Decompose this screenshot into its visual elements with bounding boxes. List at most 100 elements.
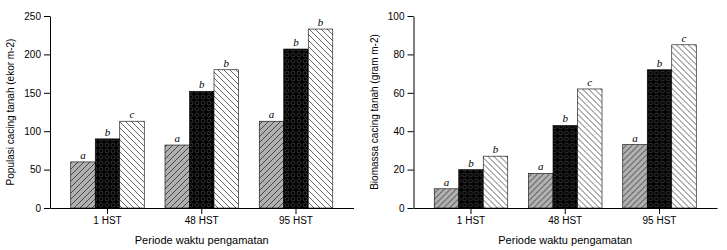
- tick: 250: [24, 11, 50, 22]
- axis-line: [414, 17, 415, 209]
- tick: 150: [24, 88, 50, 99]
- tick: 48 HST: [548, 208, 582, 226]
- letter-label: a: [444, 176, 450, 188]
- letter-label: b: [563, 112, 569, 124]
- tick-label: 95 HST: [643, 215, 677, 226]
- x-axis: 1 HST 48 HST 95 HST: [414, 208, 718, 226]
- letters: aaabbbcbb: [80, 16, 324, 161]
- tick-mark: [408, 170, 414, 171]
- bar: [553, 125, 578, 208]
- bar-series: [459, 70, 672, 208]
- bar: [623, 145, 648, 208]
- tick: 1 HST: [457, 208, 485, 226]
- panel: aaabbbcbb1 HST48 HST95 HST05010015020025…: [5, 11, 354, 246]
- letter-label: a: [269, 108, 275, 120]
- x-axis: 1 HST 48 HST 95 HST: [51, 208, 355, 226]
- tick-label: 0: [35, 203, 41, 214]
- bar: [578, 89, 603, 208]
- tick-label: 1 HST: [93, 215, 121, 226]
- bar: [120, 121, 145, 208]
- panel: aaabbbbcc1 HST48 HST95 HST020406080100Pe…: [369, 11, 718, 246]
- letter-label: c: [130, 108, 135, 120]
- x-axis-title: Periode waktu pengamatan: [135, 234, 269, 246]
- tick-mark: [408, 208, 414, 209]
- tick: 50: [30, 164, 50, 175]
- tick: 20: [393, 164, 413, 175]
- bars: [71, 29, 333, 208]
- tick-mark: [408, 54, 414, 55]
- tick-mark: [44, 208, 50, 209]
- bar: [71, 162, 96, 208]
- bar: [284, 49, 309, 208]
- tick: 80: [393, 49, 413, 60]
- y-axis-title: Biomassa cacing tanah (gram m-2): [369, 34, 380, 190]
- tick-label: 100: [388, 11, 405, 22]
- tick: 0: [35, 203, 50, 214]
- bar: [528, 173, 553, 208]
- bar-series: [434, 145, 647, 208]
- tick-label: 100: [24, 126, 41, 137]
- tick-mark: [107, 208, 108, 214]
- letter-label: b: [293, 36, 299, 48]
- tick-mark: [44, 93, 50, 94]
- bar: [647, 70, 672, 208]
- bars: [434, 45, 696, 208]
- bar: [434, 189, 459, 208]
- tick: 40: [393, 126, 413, 137]
- tick-label: 48 HST: [185, 215, 219, 226]
- y-axis: 0 50 100 150 200 250: [24, 11, 50, 214]
- letter-label: b: [224, 57, 230, 69]
- bar: [672, 45, 697, 208]
- bar-series: [95, 49, 308, 208]
- letter-label: a: [538, 160, 544, 172]
- tick: 200: [24, 49, 50, 60]
- bar: [214, 70, 239, 208]
- letter-label: b: [199, 78, 205, 90]
- tick-mark: [565, 208, 566, 214]
- bar-series: [120, 29, 333, 208]
- tick-label: 60: [393, 88, 405, 99]
- letter-label: c: [682, 32, 687, 44]
- tick-mark: [659, 208, 660, 214]
- tick-mark: [408, 93, 414, 94]
- tick-label: 250: [24, 11, 41, 22]
- bar: [483, 156, 508, 208]
- tick-label: 80: [393, 49, 405, 60]
- tick-label: 150: [24, 88, 41, 99]
- tick: 60: [393, 88, 413, 99]
- figure: aaabbbcbb1 HST48 HST95 HST05010015020025…: [0, 0, 727, 250]
- tick: 95 HST: [643, 208, 677, 226]
- bar: [165, 145, 190, 208]
- tick-mark: [470, 208, 471, 214]
- tick-label: 40: [393, 126, 405, 137]
- tick-mark: [296, 208, 297, 214]
- tick-label: 50: [30, 164, 42, 175]
- tick-label: 200: [24, 49, 41, 60]
- tick: 100: [24, 126, 50, 137]
- letter-label: b: [657, 57, 663, 69]
- tick-mark: [201, 208, 202, 214]
- letter-label: a: [80, 149, 86, 161]
- tick: 0: [399, 203, 414, 214]
- letter-label: b: [105, 126, 111, 138]
- tick: 100: [388, 11, 414, 22]
- y-axis: 0 20 40 60 80 100: [388, 11, 414, 214]
- tick-mark: [44, 16, 50, 17]
- tick-label: 20: [393, 164, 405, 175]
- axis-line: [50, 17, 51, 209]
- letter-label: b: [468, 157, 474, 169]
- tick-label: 0: [399, 203, 405, 214]
- letter-label: b: [318, 16, 324, 28]
- tick-mark: [44, 170, 50, 171]
- letter-label: c: [587, 76, 592, 88]
- tick-mark: [44, 54, 50, 55]
- bar-series: [71, 121, 284, 208]
- bar: [259, 121, 284, 208]
- tick-label: 1 HST: [457, 215, 485, 226]
- tick: 95 HST: [279, 208, 313, 226]
- tick-label: 48 HST: [548, 215, 582, 226]
- bar: [308, 29, 333, 208]
- bar: [95, 139, 120, 208]
- bar: [189, 91, 214, 208]
- letter-label: a: [632, 132, 638, 144]
